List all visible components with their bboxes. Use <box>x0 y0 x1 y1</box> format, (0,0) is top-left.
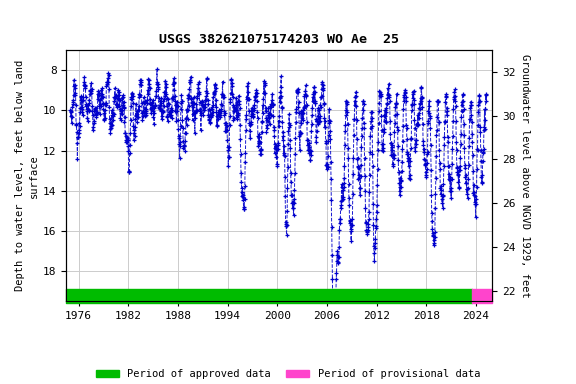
Y-axis label: Depth to water level, feet below land
surface: Depth to water level, feet below land su… <box>15 60 39 291</box>
Y-axis label: Groundwater level above NGVD 1929, feet: Groundwater level above NGVD 1929, feet <box>520 54 530 298</box>
Title: USGS 382621075174203 WO Ae  25: USGS 382621075174203 WO Ae 25 <box>160 33 399 46</box>
Legend: Period of approved data, Period of provisional data: Period of approved data, Period of provi… <box>96 369 480 379</box>
